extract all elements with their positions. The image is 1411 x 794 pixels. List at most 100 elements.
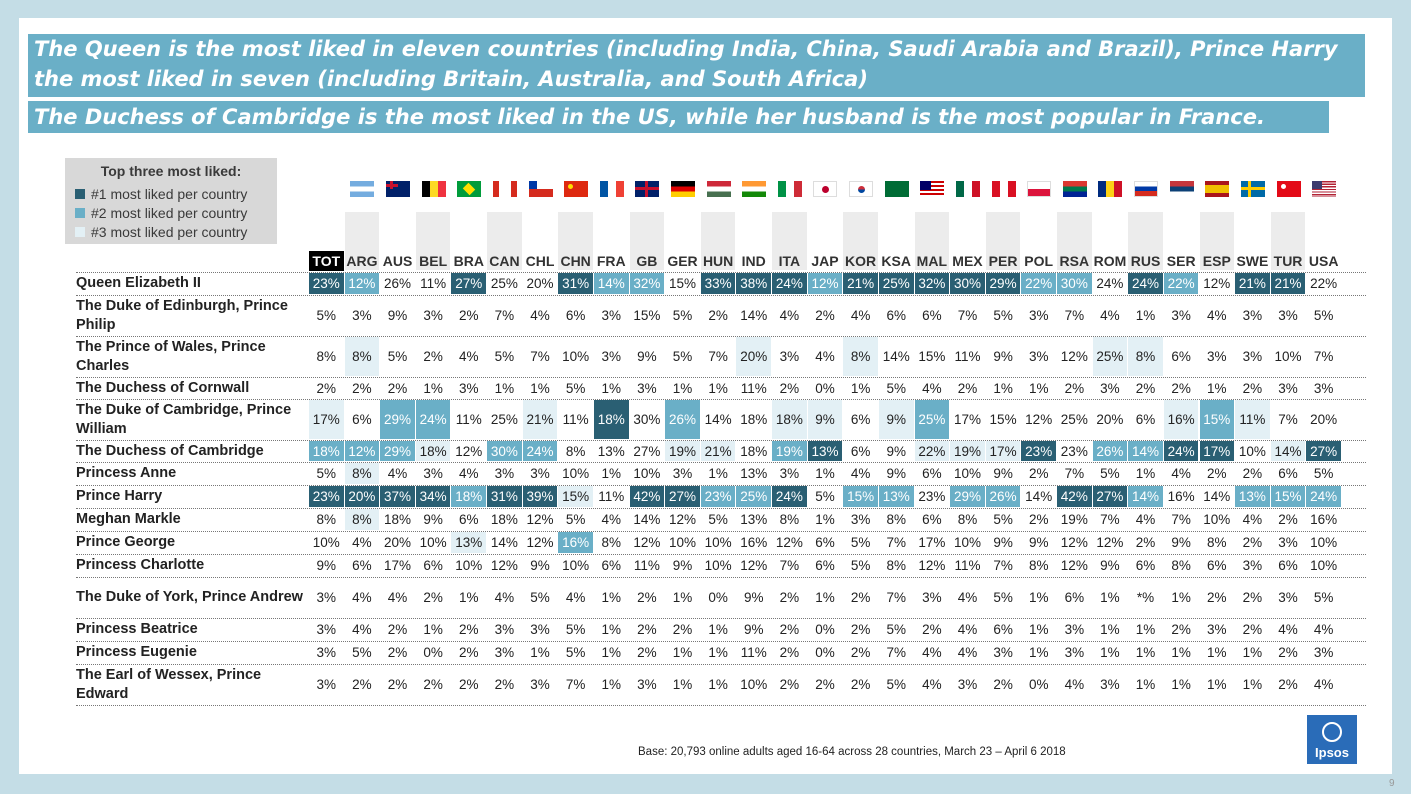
table-cell: 1% [1135,466,1156,481]
table-cell: 6% [352,558,372,573]
table-cell: 29% [985,273,1021,294]
table-cell: 1% [708,380,728,396]
table-cell: 2% [1064,380,1085,396]
table-cell: 2% [1242,535,1263,550]
table-cell: 2% [423,677,443,692]
table-cell: 6% [1135,412,1156,427]
table-cell: 19% [950,441,985,461]
table-cell: 3% [637,677,657,692]
column-header-ser: SER [1166,253,1196,269]
table-cell: 38% [736,273,772,294]
row-divider [76,485,1366,486]
table-cell: 0% [815,645,835,660]
table-cell: 23% [1060,443,1088,459]
table-cell: 10% [562,558,590,573]
table-cell: 16% [1310,512,1338,527]
table-cell: 27% [451,273,487,294]
table-cell: 18% [740,443,768,459]
table-cell: 6% [1135,558,1156,573]
header-shade-gb [629,212,665,270]
column-header-arg: ARG [346,253,378,269]
table-cell: 2% [459,622,479,637]
table-cell: 10% [562,349,590,364]
table-cell: 1% [1207,380,1227,396]
table-cell: 2% [1135,535,1156,550]
table-cell: 2% [779,380,800,396]
table-cell: 12% [740,558,768,573]
table-cell: 2% [779,590,800,605]
table-cell: 29% [950,486,985,507]
table-cell: 4% [922,677,942,692]
table-cell: 13% [597,443,625,459]
table-cell: 39% [522,486,558,507]
table-cell: 15% [918,349,946,364]
table-cell: 5% [352,645,372,660]
table-cell: 3% [1100,380,1120,396]
table-cell: 9% [743,622,764,637]
table-cell: 2% [850,645,871,660]
table-cell: 16% [558,532,593,553]
table-cell: 2% [352,380,372,396]
table-cell: 9% [637,349,657,364]
header-shade-hun [700,212,736,270]
table-cell: 5% [672,349,693,364]
header-shade-ind [736,212,772,270]
table-cell: 3% [530,466,550,481]
table-cell: 2% [850,677,871,692]
headline-main: The Queen is the most liked in eleven co… [28,34,1365,97]
table-cell: 3% [494,645,515,660]
table-cell: 10% [312,535,340,550]
header-shade-esp [1199,212,1235,270]
table-cell: 26% [985,486,1021,507]
table-cell: 0% [815,622,835,637]
table-cell: 5% [886,677,906,692]
table-cell: 20% [736,337,772,376]
table-cell: 6% [352,412,372,427]
table-cell: 12% [1025,412,1053,427]
row-divider [76,705,1366,706]
table-cell: 5% [815,489,835,504]
table-cell: 30% [950,273,985,294]
table-cell: 4% [601,512,622,527]
hungary-flag-icon [706,181,731,197]
column-header-tur: TUR [1273,253,1303,269]
table-cell: 1% [1242,645,1263,660]
table-cell: 30% [487,441,522,461]
header-shade-rsa [1057,212,1092,270]
table-cell: 1% [1171,677,1191,692]
turkey-flag-icon [1276,181,1301,197]
table-cell: 25% [878,273,914,294]
table-cell: 8% [316,349,337,364]
table-cell: 12% [807,273,843,294]
row-label: Meghan Markle [76,511,181,527]
legend: Top three most liked: #1 most liked per … [65,158,277,244]
table-cell: 31% [487,486,522,507]
peru-flag-icon [991,181,1016,197]
table-cell: 0% [423,645,443,660]
table-cell: 3% [459,380,479,396]
table-cell: 2% [815,308,835,323]
table-cell: 1% [672,590,693,605]
table-cell: 24% [1128,273,1163,294]
table-cell: 7% [1278,412,1298,427]
table-cell: 24% [522,441,558,461]
table-cell: 21% [1270,273,1306,294]
header-shade-jap [807,212,843,270]
table-cell: 25% [1092,337,1128,376]
table-cell: 1% [1028,380,1049,396]
table-cell: 1% [1135,645,1156,660]
table-cell: 5% [1100,466,1120,481]
table-cell: 4% [779,308,800,323]
table-cell: 6% [459,512,479,527]
header-shade-mal [914,212,950,270]
table-cell: 8% [886,558,906,573]
row-divider [76,664,1366,665]
table-cell: 1% [993,380,1013,396]
table-cell: 7% [530,349,550,364]
table-cell: 8% [1028,558,1049,573]
table-cell: 3% [779,349,800,364]
table-cell: 1% [1100,645,1120,660]
header-shade-chn [558,212,593,270]
india-flag-icon [742,181,767,197]
row-label: The Duke of York, Prince Andrew [76,589,303,605]
